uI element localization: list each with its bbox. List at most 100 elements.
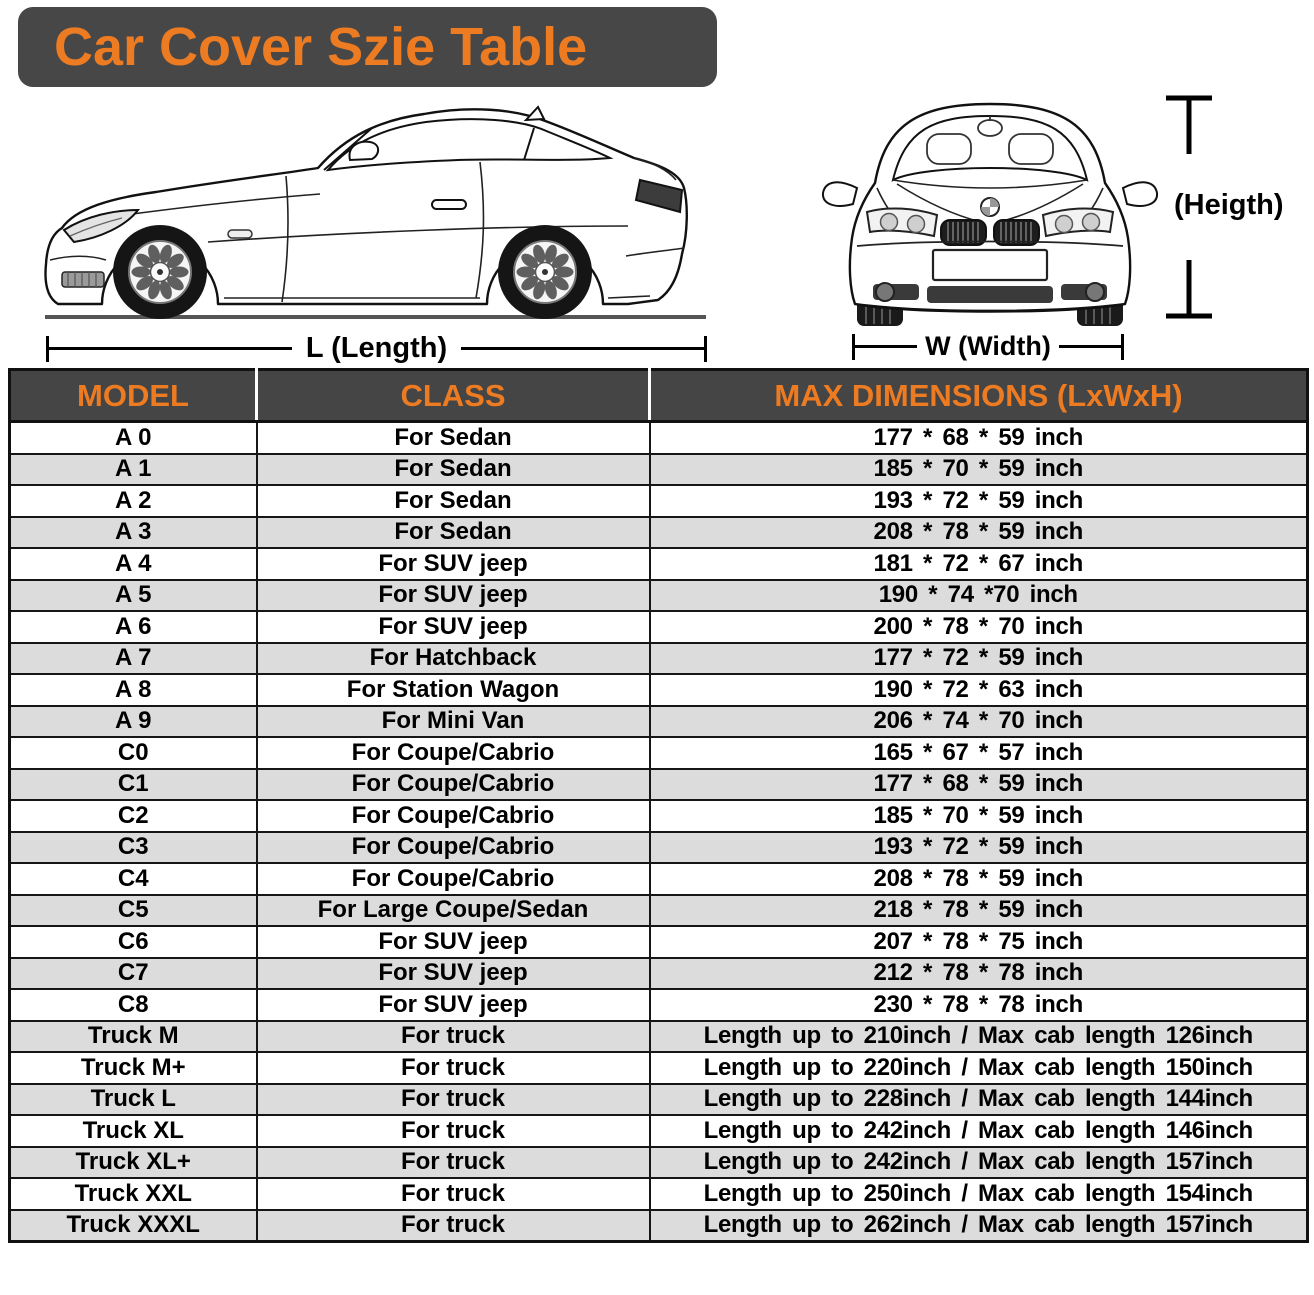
- table-row: A 0 For Sedan 177 * 68 * 59 inch: [8, 420, 1309, 455]
- class-cell: For Station Wagon: [255, 673, 651, 707]
- fog-light: [875, 282, 895, 302]
- dims-cell: 190 * 74 *70 inch: [648, 578, 1309, 612]
- class-cell: For SUV jeep: [255, 578, 651, 612]
- model-cell: C0: [8, 736, 258, 770]
- dims-cell: 208 * 78 * 59 inch: [648, 862, 1309, 896]
- header-class: CLASS: [256, 368, 651, 423]
- class-cell: For SUV jeep: [255, 925, 651, 959]
- dims-cell: Length up to 220inch / Max cab length 15…: [648, 1051, 1309, 1085]
- title-banner: Car Cover Szie Table: [18, 7, 717, 87]
- car-side-windows: [323, 118, 614, 172]
- class-cell: For Sedan: [255, 515, 651, 549]
- table-row: C4 For Coupe/Cabrio 208 * 78 * 59 inch: [8, 862, 1309, 896]
- model-cell: A 1: [8, 452, 258, 486]
- model-cell: C3: [8, 830, 258, 864]
- class-cell: For Coupe/Cabrio: [255, 799, 651, 833]
- dims-cell: 185 * 70 * 59 inch: [648, 452, 1309, 486]
- model-cell: A 9: [8, 704, 258, 738]
- class-cell: For truck: [255, 1051, 651, 1085]
- class-cell: For SUV jeep: [255, 988, 651, 1022]
- bmw-roundel: [980, 197, 1000, 217]
- dims-cell: 193 * 72 * 59 inch: [648, 484, 1309, 518]
- size-table: MODEL CLASS MAX DIMENSIONS (LxWxH) A 0 Fo…: [8, 368, 1309, 1243]
- table-row: C1 For Coupe/Cabrio 177 * 68 * 59 inch: [8, 767, 1309, 801]
- front-intake: [61, 271, 105, 288]
- dims-cell: Length up to 210inch / Max cab length 12…: [648, 1019, 1309, 1053]
- size-table-body: A 0 For Sedan 177 * 68 * 59 inch A 1 For Sed…: [8, 420, 1309, 1243]
- dims-cell: 206 * 74 * 70 inch: [648, 704, 1309, 738]
- model-cell: A 6: [8, 610, 258, 644]
- model-cell: A 7: [8, 641, 258, 675]
- kidney-grille: [940, 219, 1040, 246]
- table-row: Truck XL+ For truck Length up to 242inch /…: [8, 1145, 1309, 1179]
- table-row: Truck M+ For truck Length up to 220inch / …: [8, 1051, 1309, 1085]
- table-row: A 3 For Sedan 208 * 78 * 59 inch: [8, 515, 1309, 549]
- front-wheel: [112, 224, 208, 320]
- dims-cell: Length up to 250inch / Max cab length 15…: [648, 1177, 1309, 1211]
- class-cell: For Large Coupe/Sedan: [255, 893, 651, 927]
- table-row: C8 For SUV jeep 230 * 78 * 78 inch: [8, 988, 1309, 1022]
- table-row: A 8 For Station Wagon 190 * 72 * 63 inch: [8, 673, 1309, 707]
- model-cell: A 2: [8, 484, 258, 518]
- table-row: A 4 For SUV jeep 181 * 72 * 67 inch: [8, 547, 1309, 581]
- class-cell: For Hatchback: [255, 641, 651, 675]
- dims-cell: 185 * 70 * 59 inch: [648, 799, 1309, 833]
- dims-cell: Length up to 262inch / Max cab length 15…: [648, 1208, 1309, 1243]
- height-label: (Heigth): [1174, 189, 1284, 221]
- license-plate: [931, 248, 1049, 282]
- model-cell: A 3: [8, 515, 258, 549]
- dim-line: [461, 347, 704, 350]
- table-row: C7 For SUV jeep 212 * 78 * 78 inch: [8, 956, 1309, 990]
- dims-cell: 207 * 78 * 75 inch: [648, 925, 1309, 959]
- dims-cell: Length up to 242inch / Max cab length 14…: [648, 1114, 1309, 1148]
- table-header-row: MODEL CLASS MAX DIMENSIONS (LxWxH): [8, 368, 1309, 423]
- class-cell: For Sedan: [255, 452, 651, 486]
- model-cell: C5: [8, 893, 258, 927]
- table-row: A 2 For Sedan 193 * 72 * 59 inch: [8, 484, 1309, 518]
- dims-cell: 218 * 78 * 59 inch: [648, 893, 1309, 927]
- side-mirrors: [821, 181, 1159, 207]
- class-cell: For Mini Van: [255, 704, 651, 738]
- ground-line: [45, 315, 706, 319]
- dims-cell: Length up to 242inch / Max cab length 15…: [648, 1145, 1309, 1179]
- dims-cell: 177 * 68 * 59 inch: [648, 420, 1309, 455]
- dim-line: [855, 345, 918, 348]
- model-cell: C6: [8, 925, 258, 959]
- dim-line: [49, 347, 292, 350]
- taillight: [634, 178, 684, 214]
- dims-cell: 177 * 68 * 59 inch: [648, 767, 1309, 801]
- dim-tick: [1121, 333, 1125, 360]
- model-cell: C4: [8, 862, 258, 896]
- model-cell: Truck XL: [8, 1114, 258, 1148]
- model-cell: C8: [8, 988, 258, 1022]
- dims-cell: 230 * 78 * 78 inch: [648, 988, 1309, 1022]
- model-cell: C2: [8, 799, 258, 833]
- table-row: Truck XL For truck Length up to 242inch / …: [8, 1114, 1309, 1148]
- model-cell: A 0: [8, 420, 258, 455]
- class-cell: For SUV jeep: [255, 547, 651, 581]
- roof-antenna: [523, 105, 546, 122]
- table-row: Truck XXL For truck Length up to 250inch /…: [8, 1177, 1309, 1211]
- dim-line: [1058, 345, 1122, 348]
- side-marker: [227, 229, 253, 239]
- class-cell: For Coupe/Cabrio: [255, 830, 651, 864]
- model-cell: C7: [8, 956, 258, 990]
- table-row: C0 For Coupe/Cabrio 165 * 67 * 57 inch: [8, 736, 1309, 770]
- model-cell: Truck M: [8, 1019, 258, 1053]
- side-mirror: [348, 140, 380, 162]
- class-cell: For Coupe/Cabrio: [255, 862, 651, 896]
- dims-cell: 181 * 72 * 67 inch: [648, 547, 1309, 581]
- fog-light: [1085, 282, 1105, 302]
- dim-tick: [46, 335, 49, 362]
- header-max-dimensions: MAX DIMENSIONS (LxWxH): [649, 368, 1309, 423]
- rear-wheel: [497, 224, 593, 320]
- table-row: A 9 For Mini Van 206 * 74 * 70 inch: [8, 704, 1309, 738]
- headlights: [865, 207, 1115, 238]
- dims-cell: 193 * 72 * 59 inch: [648, 830, 1309, 864]
- class-cell: For truck: [255, 1114, 651, 1148]
- dims-cell: Length up to 228inch / Max cab length 14…: [648, 1082, 1309, 1116]
- model-cell: A 4: [8, 547, 258, 581]
- table-row: C3 For Coupe/Cabrio 193 * 72 * 59 inch: [8, 830, 1309, 864]
- class-cell: For Coupe/Cabrio: [255, 767, 651, 801]
